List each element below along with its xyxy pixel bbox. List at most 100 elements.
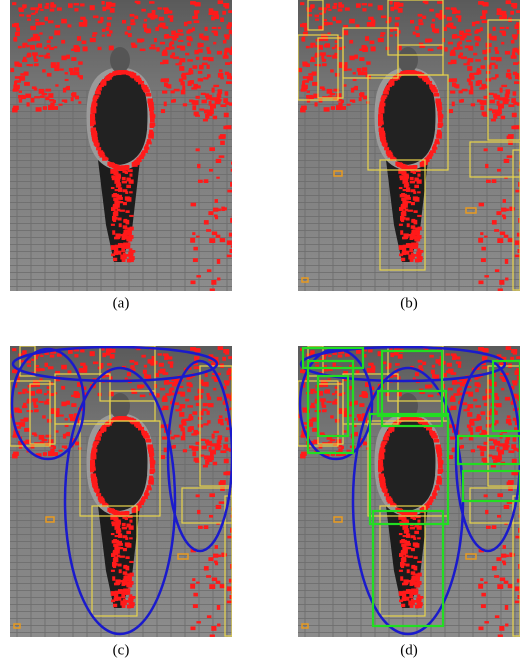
feature-point: [467, 66, 472, 71]
feature-point: [229, 102, 234, 105]
feature-point: [222, 357, 226, 361]
feature-point: [418, 19, 422, 22]
feature-point: [46, 53, 49, 56]
feature-point: [504, 555, 509, 558]
feature-point: [205, 93, 209, 97]
feature-point: [137, 385, 142, 389]
feature-point: [204, 220, 209, 224]
feature-point: [113, 604, 117, 607]
feature-point: [130, 597, 134, 601]
feature-point: [10, 68, 14, 72]
feature-point: [437, 107, 440, 111]
feature-point: [432, 365, 435, 368]
feature-point: [212, 88, 215, 93]
feature-point: [123, 202, 127, 205]
feature-point: [130, 19, 134, 22]
feature-point: [107, 363, 112, 366]
feature-point: [315, 64, 318, 66]
feature-point: [412, 576, 415, 580]
feature-point: [311, 403, 314, 406]
feature-point: [164, 78, 169, 82]
feature-point: [223, 126, 227, 129]
feature-point: [410, 171, 415, 173]
feature-point: [389, 155, 393, 157]
feature-point: [32, 52, 38, 55]
feature-point: [484, 236, 488, 238]
feature-point: [31, 13, 35, 15]
feature-point: [223, 55, 229, 58]
feature-point: [498, 443, 503, 446]
feature-point: [79, 368, 83, 373]
feature-point: [130, 227, 134, 231]
feature-point: [418, 597, 422, 601]
feature-point: [230, 249, 235, 253]
feature-point: [101, 501, 105, 503]
feature-point: [432, 493, 437, 496]
feature-point: [218, 73, 223, 78]
feature-point: [216, 581, 221, 584]
feature-point: [447, 363, 452, 367]
feature-point: [187, 382, 192, 386]
feature-point: [90, 457, 94, 460]
feature-point: [497, 169, 501, 172]
feature-point: [217, 94, 222, 98]
feature-point: [505, 278, 508, 281]
feature-point: [492, 220, 497, 224]
feature-point: [399, 600, 403, 603]
feature-point: [508, 487, 513, 491]
feature-point: [410, 181, 415, 184]
feature-point: [406, 589, 410, 594]
feature-point: [116, 541, 122, 544]
feature-point: [484, 275, 489, 277]
feature-point: [190, 238, 195, 243]
feature-point: [453, 34, 457, 38]
feature-point: [164, 448, 167, 453]
feature-point: [188, 416, 193, 420]
feature-point: [515, 586, 520, 591]
feature-point: [48, 20, 54, 23]
feature-point: [390, 79, 394, 81]
feature-point: [96, 147, 101, 150]
feature-point: [390, 7, 394, 11]
feature-point: [451, 396, 455, 400]
feature-point: [485, 164, 488, 168]
feature-point: [163, 60, 169, 64]
feature-point: [227, 536, 232, 539]
feature-point: [378, 469, 382, 473]
feature-point: [497, 493, 503, 497]
feature-point: [140, 49, 146, 51]
feature-point: [380, 483, 384, 488]
feature-point: [425, 39, 430, 43]
feature-point: [209, 8, 214, 13]
feature-point: [418, 14, 423, 17]
feature-point: [182, 73, 188, 75]
feature-point: [414, 556, 418, 559]
feature-point: [194, 366, 200, 369]
feature-point: [50, 2, 54, 5]
feature-point: [182, 419, 188, 421]
feature-point: [338, 9, 343, 12]
feature-point: [122, 177, 126, 180]
feature-point: [513, 102, 517, 105]
feature-point: [459, 31, 464, 35]
feature-point: [196, 582, 200, 584]
feature-point: [227, 240, 232, 245]
feature-point: [397, 163, 403, 166]
feature-point: [93, 97, 97, 100]
feature-point: [465, 46, 470, 49]
feature-point: [202, 100, 207, 104]
feature-point: [415, 584, 419, 588]
feature-point: [408, 580, 412, 582]
feature-point: [338, 355, 343, 358]
feature-point: [367, 368, 371, 373]
feature-point: [215, 545, 218, 549]
feature-point: [494, 47, 497, 51]
feature-point: [207, 411, 210, 415]
feature-point: [152, 10, 156, 14]
feature-point: [44, 6, 48, 9]
feature-point: [227, 255, 232, 258]
panel: [10, 0, 237, 291]
feature-point: [114, 217, 117, 220]
feature-point: [212, 27, 217, 29]
feature-point: [219, 482, 225, 485]
